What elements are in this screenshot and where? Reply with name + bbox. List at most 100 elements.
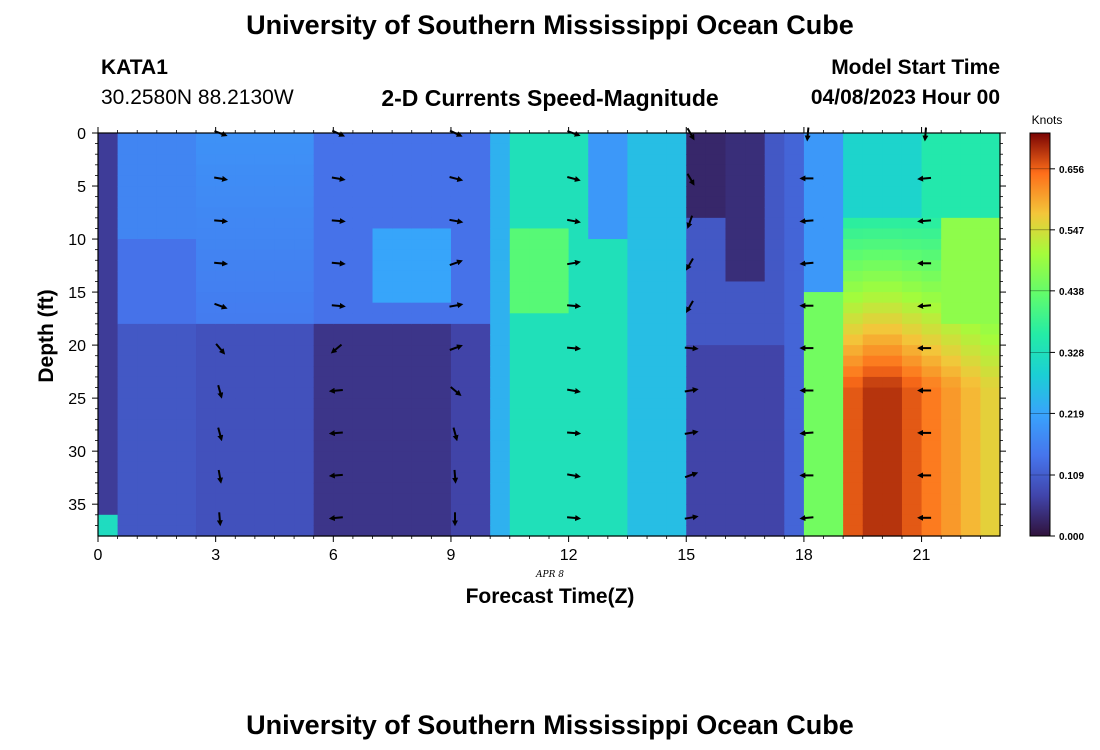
heatmap-cell [941, 514, 962, 526]
heatmap-cell [784, 260, 805, 272]
heatmap-cell [372, 270, 393, 283]
heatmap-cell [117, 154, 138, 166]
heatmap-cell [313, 493, 334, 505]
heatmap-cell [882, 175, 903, 187]
heatmap-cell [882, 281, 903, 293]
heatmap-cell [215, 472, 236, 484]
heatmap-cell [274, 175, 295, 187]
heatmap-cell [529, 281, 550, 293]
heatmap-cell [803, 249, 825, 261]
heatmap-cell [588, 270, 609, 283]
heatmap-cell [764, 228, 785, 240]
heatmap-cell [980, 292, 1001, 304]
heatmap-cell [117, 482, 138, 495]
heatmap-cell [137, 133, 158, 145]
heatmap-cell [568, 429, 589, 442]
heatmap-cell [960, 514, 981, 526]
heatmap-cell [901, 345, 923, 357]
heatmap-cell [666, 398, 687, 410]
heatmap-cell [98, 186, 119, 198]
heatmap-cell [450, 440, 472, 452]
heatmap-cell [627, 408, 648, 420]
heatmap-cell [921, 451, 942, 463]
heatmap-cell [470, 472, 491, 484]
heatmap-cell [274, 323, 295, 336]
heatmap-cell [764, 525, 785, 537]
heatmap-cell [647, 133, 668, 145]
heatmap-cell [568, 196, 589, 208]
heatmap-cell [137, 154, 158, 166]
heatmap-cell [254, 281, 276, 293]
heatmap-cell [803, 133, 825, 145]
heatmap-cell [549, 525, 570, 537]
heatmap-cell [882, 196, 903, 208]
heatmap-cell [803, 239, 825, 251]
heatmap-cell [901, 249, 923, 261]
heatmap-cell [941, 154, 962, 166]
heatmap-cell [235, 143, 256, 155]
heatmap-cell [921, 440, 942, 452]
heatmap-cell [333, 281, 354, 293]
heatmap-cell [745, 355, 766, 367]
heatmap-cell [568, 408, 589, 420]
heatmap-cell [352, 461, 374, 473]
heatmap-cell [862, 260, 883, 272]
heatmap-cell [823, 154, 844, 166]
heatmap-cell [843, 249, 864, 261]
heatmap-cell [568, 525, 589, 537]
heatmap-cell [843, 239, 864, 251]
heatmap-cell [627, 164, 648, 177]
current-vector [917, 302, 932, 309]
heatmap-cell [647, 387, 668, 399]
heatmap-cell [529, 175, 550, 187]
heatmap-cell [843, 260, 864, 272]
heatmap-cell [372, 133, 393, 145]
heatmap-cell [882, 387, 903, 399]
heatmap-cell [921, 387, 942, 399]
heatmap-cell [960, 302, 981, 314]
heatmap-cell [823, 387, 844, 399]
heatmap-cell [843, 429, 864, 442]
heatmap-cell [882, 186, 903, 198]
heatmap-cell [254, 408, 276, 420]
heatmap-cell [333, 154, 354, 166]
heatmap-cell [254, 249, 276, 261]
heatmap-cell [215, 292, 236, 304]
heatmap-cell [411, 270, 432, 283]
heatmap-cell [117, 164, 138, 177]
heatmap-cell [333, 186, 354, 198]
heatmap-cell [843, 164, 864, 177]
heatmap-cell [960, 387, 981, 399]
heatmap-cell [862, 164, 883, 177]
heatmap-cell [647, 355, 668, 367]
heatmap-cell [666, 239, 687, 251]
heatmap-cell [980, 429, 1001, 442]
heatmap-cell [568, 249, 589, 261]
heatmap-cell [549, 387, 570, 399]
heatmap-cell [137, 419, 158, 431]
x-tick-label: 12 [560, 547, 578, 564]
colorbar-scale [1029, 132, 1051, 537]
heatmap-cell [666, 228, 687, 240]
heatmap-cell [450, 154, 472, 166]
heatmap-cell [156, 440, 178, 452]
heatmap-cell [117, 504, 138, 516]
heatmap-cell [509, 419, 530, 431]
heatmap-cell [941, 408, 962, 420]
y-tick-label: 30 [68, 444, 86, 461]
heatmap-cell [196, 270, 217, 283]
heatmap-cell [450, 260, 472, 272]
heatmap-cell [980, 154, 1001, 166]
heatmap-cell [176, 228, 197, 240]
heatmap-cell [254, 323, 276, 336]
heatmap-cell [901, 302, 923, 314]
heatmap-cell [862, 525, 883, 537]
heatmap-cell [117, 334, 138, 346]
heatmap-cell [529, 419, 550, 431]
heatmap-cell [313, 514, 334, 526]
heatmap-cell [784, 302, 805, 314]
heatmap-cell [470, 196, 491, 208]
heatmap-cell [509, 270, 530, 283]
heatmap-cell [823, 249, 844, 261]
heatmap-cell [490, 451, 511, 463]
